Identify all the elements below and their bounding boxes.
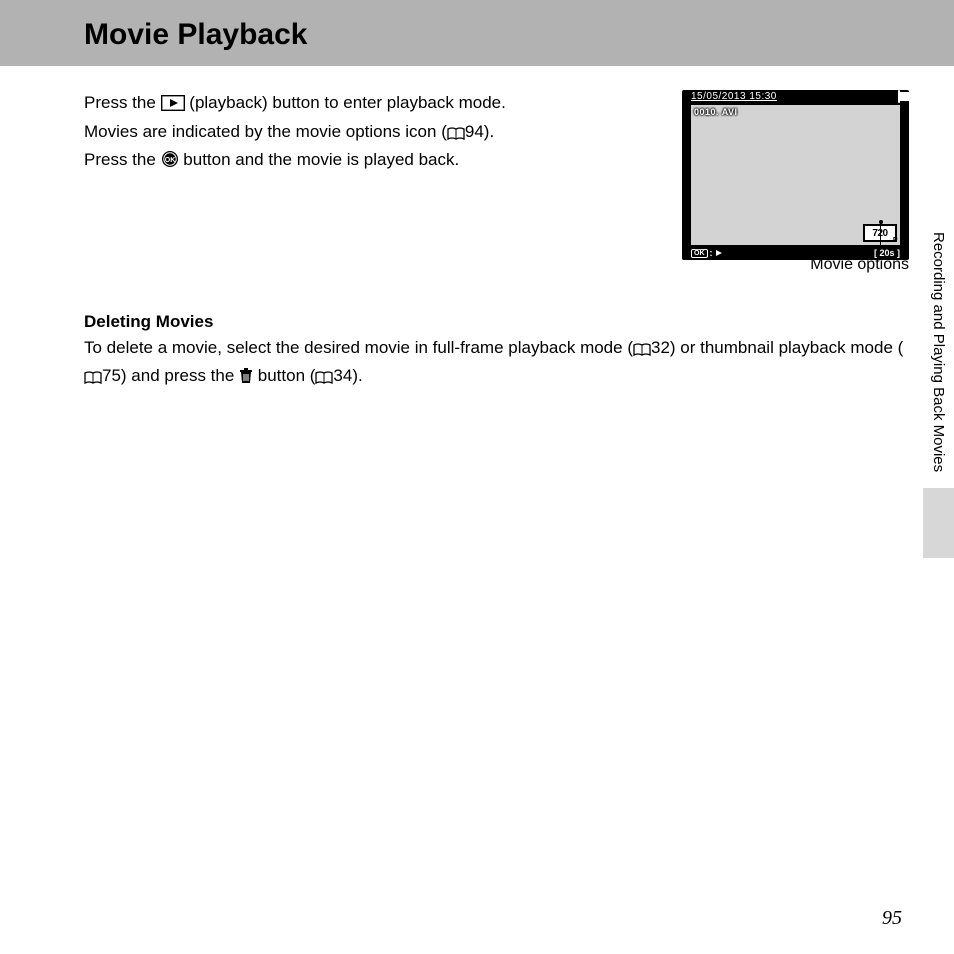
callout-line	[682, 222, 881, 250]
thumb-tab	[923, 488, 954, 558]
content-area: Press the (playback) button to enter pla…	[0, 66, 954, 391]
playback-icon	[161, 93, 185, 119]
intro-line-2: Movies are indicated by the movie option…	[84, 119, 652, 148]
trash-icon	[239, 367, 253, 392]
intro-line-1: Press the (playback) button to enter pla…	[84, 90, 652, 119]
intro-line-3: Press the OK button and the movie is pla…	[84, 147, 652, 176]
ok-button-icon: OK	[161, 150, 179, 176]
book-ref-icon	[633, 339, 651, 364]
header-band: Movie Playback	[0, 0, 954, 66]
book-ref-icon	[315, 367, 333, 392]
deleting-text: To delete a movie, select the desired mo…	[84, 336, 909, 391]
osd-datetime: 15/05/2013 15:30	[691, 91, 777, 102]
page-title: Movie Playback	[84, 18, 954, 52]
camera-screen-figure: 15/05/2013 15:30 0010. AVI 720 OK: [ 20s…	[682, 90, 909, 274]
page-number: 95	[882, 907, 902, 930]
svg-text:OK: OK	[164, 157, 175, 164]
intro-text: Press the (playback) button to enter pla…	[84, 90, 652, 176]
osd-top-bar: 15/05/2013 15:30	[691, 91, 900, 102]
intro-block: Press the (playback) button to enter pla…	[84, 90, 909, 274]
deleting-heading: Deleting Movies	[84, 312, 909, 332]
battery-icon	[898, 91, 900, 102]
osd-filename: 0010. AVI	[694, 107, 738, 117]
side-tab: Recording and Playing Back Movies	[923, 232, 954, 558]
book-ref-icon	[84, 367, 102, 392]
section-side-label: Recording and Playing Back Movies	[930, 232, 947, 488]
book-ref-icon	[447, 122, 465, 148]
